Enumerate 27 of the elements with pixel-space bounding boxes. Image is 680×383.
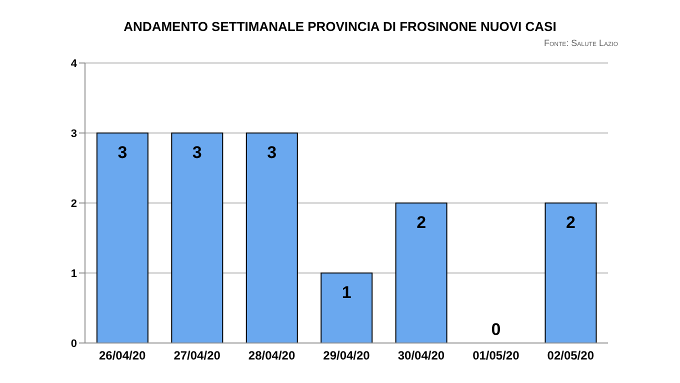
data-label: 3 (118, 143, 128, 162)
x-tick-label: 30/04/20 (398, 348, 445, 363)
x-tick-label: 02/05/20 (547, 348, 594, 363)
bar (544, 202, 597, 343)
y-tick-label: 3 (70, 128, 77, 140)
source-note: Fonte: Salute Lazio (544, 38, 618, 48)
data-label: 1 (342, 283, 352, 302)
bar (320, 272, 373, 343)
data-label: 2 (416, 213, 426, 232)
x-tick-label: 01/05/20 (472, 348, 520, 363)
y-tick-label: 1 (70, 268, 77, 280)
x-tick-label: 28/04/20 (248, 348, 296, 363)
y-tick-label: 2 (70, 198, 77, 210)
y-tick-label: 4 (70, 58, 78, 70)
data-label: 3 (267, 143, 277, 162)
data-label: 0 (491, 320, 501, 339)
data-label: 2 (566, 213, 576, 232)
x-tick-label: 27/04/20 (174, 348, 221, 363)
bar (246, 132, 298, 343)
bar (96, 132, 148, 343)
x-tick-label: 29/04/20 (323, 348, 370, 363)
x-tick-label: 26/04/20 (99, 348, 146, 363)
chart-title: ANDAMENTO SETTIMANALE PROVINCIA DI FROSINONE NUOVI CASI (122, 19, 558, 34)
data-label: 3 (192, 143, 202, 162)
bar (395, 202, 448, 343)
y-tick-label: 0 (70, 338, 77, 350)
bar (171, 132, 224, 343)
